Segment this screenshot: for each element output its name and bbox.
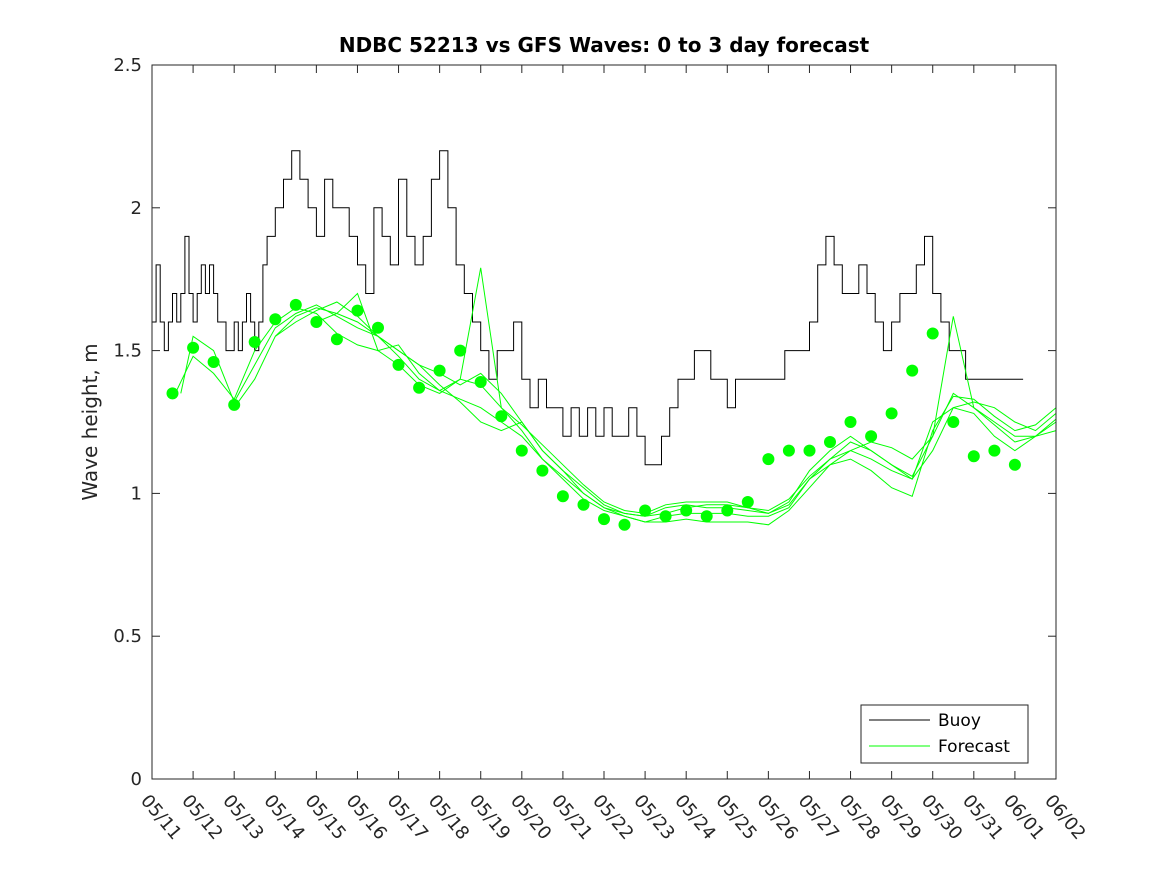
- y-tick-label: 1: [131, 483, 142, 504]
- x-tick-label: 05/15: [301, 791, 350, 844]
- forecast-point: [392, 358, 405, 371]
- x-tick-label: 05/17: [383, 791, 432, 844]
- forecast-point: [289, 298, 302, 311]
- forecast-point: [269, 313, 282, 326]
- forecast-point: [433, 364, 446, 377]
- forecast-point: [536, 464, 549, 477]
- series-line-forecast: [180, 304, 1057, 517]
- chart-title: NDBC 52213 vs GFS Waves: 0 to 3 day fore…: [339, 33, 870, 57]
- x-tick-label: 05/31: [958, 791, 1007, 844]
- forecast-point: [700, 510, 713, 523]
- x-tick-label: 05/27: [794, 791, 843, 844]
- x-tick-label: 05/11: [136, 791, 185, 844]
- y-tick-label: 2.5: [113, 55, 142, 76]
- forecast-point: [166, 387, 179, 400]
- x-tick-label: 06/02: [1040, 791, 1089, 844]
- forecast-point: [844, 416, 857, 428]
- x-tick-label: 05/12: [177, 791, 226, 844]
- forecast-point: [865, 430, 878, 443]
- legend-label-forecast: Forecast: [938, 737, 1010, 757]
- forecast-point: [454, 344, 467, 357]
- x-tick-label: 05/21: [547, 791, 596, 844]
- forecast-point: [967, 450, 980, 463]
- x-tick-label: 05/14: [259, 791, 308, 844]
- forecast-point: [228, 398, 241, 411]
- forecast-point: [824, 436, 836, 448]
- series-line-forecast: [172, 307, 1057, 523]
- x-tick-label: 06/01: [999, 791, 1048, 844]
- forecast-point: [413, 381, 426, 394]
- y-axis: 0 0.5 1 1.5 2 2.5: [113, 55, 1056, 790]
- forecast-point: [988, 444, 1001, 457]
- y-tick-label: 1.5: [113, 341, 142, 362]
- forecast-point: [885, 407, 898, 420]
- x-tick-label: 05/16: [342, 791, 391, 844]
- series-layer: [152, 150, 1057, 526]
- forecast-point: [248, 336, 261, 348]
- forecast-point: [556, 490, 569, 503]
- x-tick-label: 05/20: [506, 791, 555, 844]
- forecast-point: [474, 376, 487, 388]
- y-tick-label: 0.5: [113, 626, 142, 647]
- forecast-point: [906, 364, 919, 377]
- x-tick-label: 05/30: [917, 791, 966, 844]
- forecast-point: [762, 453, 775, 466]
- forecast-point: [926, 327, 939, 340]
- forecast-point: [947, 416, 960, 428]
- forecast-point: [515, 444, 528, 457]
- forecast-point: [598, 513, 610, 526]
- legend-label-buoy: Buoy: [938, 711, 981, 731]
- forecast-point: [577, 498, 590, 511]
- forecast-point: [680, 504, 693, 517]
- x-tick-label: 05/29: [876, 791, 925, 844]
- x-tick-label: 05/23: [629, 791, 678, 844]
- y-tick-label: 2: [131, 198, 142, 219]
- x-tick-label: 05/28: [835, 791, 884, 844]
- y-axis-label: Wave height, m: [78, 343, 102, 500]
- forecast-point: [659, 510, 672, 523]
- forecast-point: [187, 341, 200, 354]
- forecast-point: [372, 321, 384, 334]
- forecast-point: [330, 333, 343, 346]
- series-line-buoy: [152, 150, 1024, 466]
- forecast-point: [721, 504, 734, 517]
- legend: Buoy Forecast: [860, 704, 1029, 764]
- x-tick-label: 05/19: [465, 791, 514, 844]
- x-tick-label: 05/26: [753, 791, 802, 844]
- forecast-point: [1008, 458, 1021, 471]
- forecast-point: [310, 316, 323, 328]
- x-tick-label: 05/22: [588, 791, 637, 844]
- y-tick-label: 0: [131, 769, 142, 790]
- forecast-point: [495, 410, 508, 423]
- forecast-point: [782, 444, 795, 457]
- forecast-point: [351, 304, 364, 317]
- series-line-forecast: [316, 267, 1057, 514]
- forecast-point: [207, 356, 220, 368]
- forecast-point: [618, 518, 631, 531]
- forecast-point: [639, 504, 652, 517]
- legend-box: [860, 704, 1029, 764]
- x-tick-label: 05/18: [424, 791, 473, 844]
- forecast-point: [741, 496, 754, 508]
- x-tick-label: 05/13: [218, 791, 267, 844]
- forecast-point: [803, 444, 816, 457]
- marker-layer: [166, 298, 1021, 531]
- x-tick-label: 05/25: [711, 791, 760, 844]
- x-tick-label: 05/24: [670, 791, 719, 844]
